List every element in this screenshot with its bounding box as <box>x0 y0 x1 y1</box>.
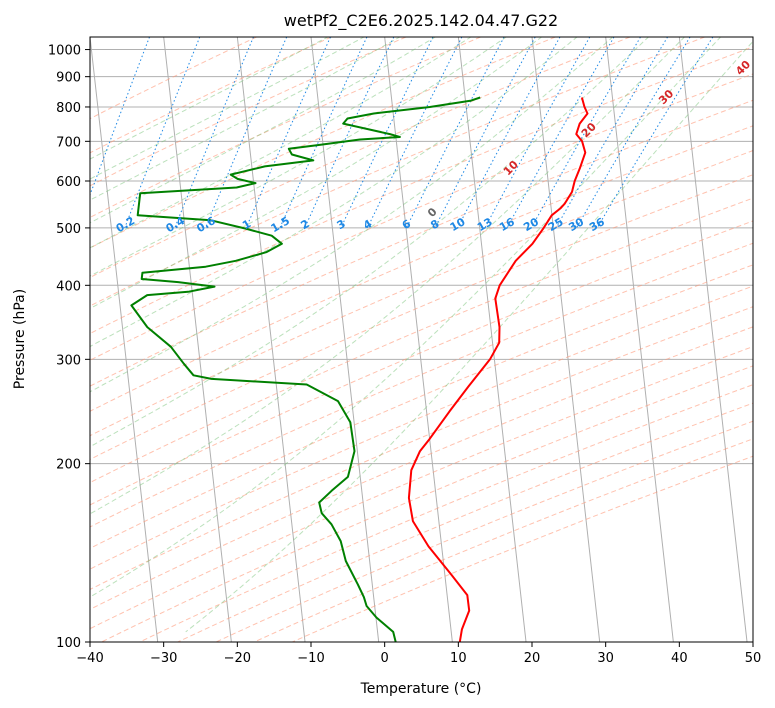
plot-area: -100-90-80-70-60-50-40-30-20-100.10.20.4… <box>0 36 754 643</box>
mixing-ratio-line <box>576 37 691 229</box>
x-tick-label: 40 <box>671 651 688 666</box>
isotherm-line <box>163 37 232 642</box>
y-tick-label: 100 <box>56 636 81 651</box>
mixing-ratio-line <box>434 37 536 229</box>
dry-adiabat-line <box>90 242 753 528</box>
mixing-ratio-line <box>367 37 463 229</box>
dry-adiabat-line <box>177 402 753 642</box>
x-axis: −40 −30 −20 −10 0 10 20 30 40 50 <box>76 642 761 666</box>
x-tick-label: −20 <box>224 651 251 666</box>
axes: −40 −30 −20 −10 0 10 20 30 40 50 100 200 300 400 500 6… <box>48 44 761 666</box>
y-tick-label: 900 <box>56 71 81 86</box>
dry-adiabat-line <box>90 306 753 591</box>
moist-adiabat-line <box>90 37 365 180</box>
moist-adiabat-line <box>90 37 543 310</box>
moist-adiabat-line <box>90 37 722 598</box>
x-tick-label: 0 <box>381 651 389 666</box>
isotherm-line <box>752 37 753 42</box>
x-tick-label: −10 <box>297 651 324 666</box>
x-tick-label: 20 <box>524 651 541 666</box>
y-tick-label: 200 <box>56 458 81 473</box>
y-tick-label: 800 <box>56 101 81 116</box>
dry-adiabat-line <box>215 420 753 642</box>
dry-adiabat-label: -10 <box>16 205 39 229</box>
y-tick-label: 400 <box>56 279 81 294</box>
y-tick-label: 600 <box>56 175 81 190</box>
isotherm-line <box>531 37 601 642</box>
y-tick-label: 1000 <box>48 44 81 59</box>
isotherm-line <box>236 37 306 642</box>
plot-clipped: -100-90-80-70-60-50-40-30-20-100.10.20.4… <box>0 37 753 642</box>
isotherm-line <box>0 37 10 642</box>
dry-adiabat-line <box>90 346 753 630</box>
moist-adiabat-line <box>90 37 329 160</box>
moist-adiabat-line <box>90 37 614 393</box>
x-tick-label: −30 <box>150 651 177 666</box>
plot-background <box>90 37 753 642</box>
mixing-ratio-line <box>174 37 254 229</box>
dry-adiabat-line <box>90 285 753 570</box>
y-tick-label: 700 <box>56 135 81 150</box>
isotherm-line <box>457 37 527 642</box>
x-tick-label: 10 <box>450 651 467 666</box>
moist-adiabat-line <box>90 37 686 515</box>
chart-title: wetPf2_C2E6.2025.142.04.47.G22 <box>284 11 558 31</box>
isotherm-line <box>310 37 380 642</box>
temperature-trace <box>407 97 589 642</box>
y-axis-label: Pressure (hPa) <box>12 289 28 389</box>
dry-adiabat-line <box>90 264 753 549</box>
mixing-ratio-line <box>90 37 150 197</box>
y-tick-label: 500 <box>56 222 81 237</box>
isotherm-line <box>678 37 748 642</box>
y-tick-label: 300 <box>56 353 81 368</box>
dewpoint-trace <box>130 96 481 642</box>
dry-adiabat-line <box>90 197 753 484</box>
moist-adiabat-line <box>90 37 650 448</box>
dry-adiabat-line <box>90 37 407 187</box>
moist-adiabat-line <box>185 40 753 633</box>
mixing-ratio-line <box>124 37 201 229</box>
isotherm-line <box>90 37 159 642</box>
mixing-ratio-line <box>596 37 714 229</box>
dry-adiabat-line <box>90 326 753 610</box>
dry-adiabat-line <box>90 125 753 412</box>
y-axis: 100 200 300 400 500 600 700 800 900 1000 <box>48 44 90 651</box>
moist-adiabat-line <box>90 37 437 224</box>
x-tick-label: −40 <box>76 651 103 666</box>
x-axis-label: Temperature (°C) <box>360 681 482 697</box>
moist-adiabat-line <box>90 37 578 348</box>
dry-adiabat-line <box>90 99 753 387</box>
mixing-ratio-line <box>457 37 561 229</box>
dry-adiabat-line <box>253 438 753 642</box>
dry-adiabat-line <box>90 150 753 437</box>
mixing-ratio-line <box>340 37 434 229</box>
x-tick-label: 50 <box>745 651 762 666</box>
moist-adiabat-line <box>90 37 508 277</box>
x-tick-label: 30 <box>597 651 614 666</box>
plot-frame <box>89 36 754 643</box>
mixing-ratio-line <box>484 37 591 229</box>
mixing-ratio-line <box>405 37 505 229</box>
dry-adiabat-line <box>90 37 332 154</box>
isotherm-line <box>605 37 674 642</box>
mixing-ratio-line <box>205 37 288 229</box>
moist-adiabat-line <box>90 37 401 201</box>
